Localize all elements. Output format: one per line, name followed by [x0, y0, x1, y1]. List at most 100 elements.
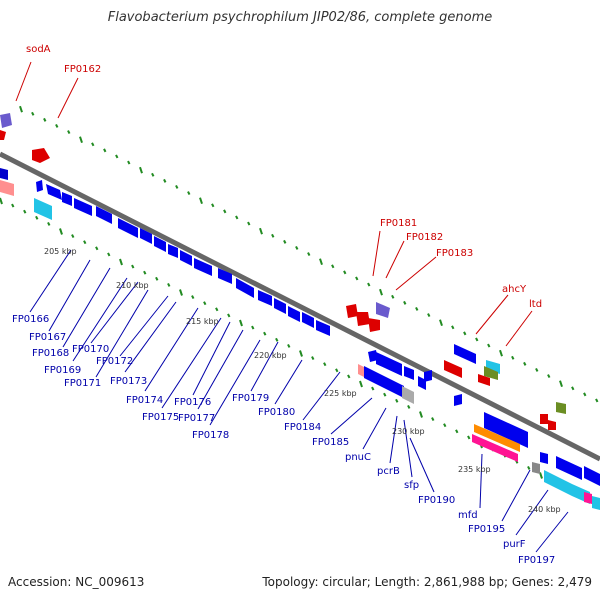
gene-feature[interactable] — [34, 198, 52, 220]
gene-label-pcrB[interactable]: pcrB — [377, 466, 400, 477]
tick-mark — [151, 172, 155, 177]
gene-label-ahcY[interactable]: ahcY — [502, 284, 527, 295]
gene-label-FP0185[interactable]: FP0185 — [312, 437, 349, 448]
gene-feature[interactable] — [274, 298, 286, 314]
tick-mark — [199, 197, 203, 204]
tick-mark — [323, 362, 327, 367]
gene-label-FP0170[interactable]: FP0170 — [72, 344, 109, 355]
gene-feature[interactable] — [424, 370, 432, 382]
tick-mark — [419, 411, 423, 418]
gene-feature[interactable] — [46, 184, 62, 200]
gene-feature[interactable] — [62, 192, 72, 206]
gene-feature[interactable] — [454, 344, 476, 364]
gene-label-FP0179[interactable]: FP0179 — [232, 393, 269, 404]
tick-mark — [371, 386, 375, 391]
gene-feature[interactable] — [402, 386, 414, 404]
gene-feature[interactable] — [556, 402, 566, 414]
gene-feature[interactable] — [302, 312, 314, 328]
gene-feature[interactable] — [346, 304, 358, 318]
tick-mark — [427, 313, 431, 318]
gene-label-FP0181[interactable]: FP0181 — [380, 218, 417, 229]
tick-mark — [119, 258, 123, 266]
gene-feature[interactable] — [532, 462, 540, 474]
tick-mark — [59, 228, 63, 235]
gene-label-FP0171[interactable]: FP0171 — [64, 378, 101, 389]
gene-feature[interactable] — [368, 318, 380, 332]
gene-feature[interactable] — [258, 290, 272, 306]
gene-label-sfp[interactable]: sfp — [404, 480, 419, 491]
tick-mark — [511, 355, 515, 360]
tick-mark — [467, 435, 471, 440]
gene-feature[interactable] — [368, 350, 378, 362]
gene-feature[interactable] — [474, 424, 520, 452]
gene-feature[interactable] — [548, 420, 556, 430]
gene-label-mfd[interactable]: mfd — [458, 510, 478, 521]
gene-label-FP0195[interactable]: FP0195 — [468, 524, 505, 535]
gene-label-FP0167[interactable]: FP0167 — [29, 332, 66, 343]
gene-label-FP0175[interactable]: FP0175 — [142, 412, 179, 423]
gene-label-FP0182[interactable]: FP0182 — [406, 232, 443, 243]
gene-label-FP0162[interactable]: FP0162 — [64, 64, 101, 75]
gene-feature[interactable] — [74, 198, 92, 216]
tick-mark — [251, 325, 255, 330]
gene-feature[interactable] — [32, 148, 50, 163]
gene-feature[interactable] — [168, 244, 178, 258]
gene-label-FP0177[interactable]: FP0177 — [178, 413, 215, 424]
gene-label-FP0176[interactable]: FP0176 — [174, 397, 211, 408]
gene-label-FP0183[interactable]: FP0183 — [436, 248, 473, 259]
gene-feature[interactable] — [540, 452, 548, 464]
gene-label-FP0190[interactable]: FP0190 — [418, 495, 455, 506]
gene-feature[interactable] — [316, 320, 330, 336]
gene-label-FP0166[interactable]: FP0166 — [12, 314, 49, 325]
gene-feature[interactable] — [444, 360, 462, 378]
gene-feature[interactable] — [404, 366, 414, 380]
gene-feature[interactable] — [0, 168, 8, 180]
gene-feature[interactable] — [376, 352, 402, 376]
gene-feature[interactable] — [180, 250, 192, 266]
gene-feature[interactable] — [96, 206, 112, 224]
gene-label-sodA[interactable]: sodA — [26, 44, 51, 55]
gene-feature[interactable] — [484, 366, 498, 380]
gene-label-purF[interactable]: purF — [503, 539, 526, 550]
gene-label-FP0174[interactable]: FP0174 — [126, 395, 163, 406]
gene-label-pnuC[interactable]: pnuC — [345, 452, 371, 463]
gene-feature[interactable] — [356, 312, 370, 326]
gene-label-FP0172[interactable]: FP0172 — [96, 356, 133, 367]
gene-feature[interactable] — [288, 306, 300, 322]
gene-feature[interactable] — [36, 180, 43, 192]
gene-feature[interactable] — [472, 434, 518, 462]
gene-feature[interactable] — [118, 218, 138, 238]
gene-label-FP0168[interactable]: FP0168 — [32, 348, 69, 359]
gene-feature[interactable] — [218, 268, 232, 284]
gene-feature[interactable] — [0, 180, 14, 196]
gene-feature[interactable] — [540, 414, 548, 424]
gene-label-FP0169[interactable]: FP0169 — [44, 365, 81, 376]
gene-feature[interactable] — [0, 130, 6, 140]
gene-label-FP0173[interactable]: FP0173 — [110, 376, 147, 387]
gene-label-FP0178[interactable]: FP0178 — [192, 430, 229, 441]
gene-feature[interactable] — [140, 228, 152, 244]
gene-label-FP0184[interactable]: FP0184 — [284, 422, 321, 433]
gene-feature[interactable] — [556, 456, 582, 480]
gene-label-FP0197[interactable]: FP0197 — [518, 555, 555, 566]
gene-feature[interactable] — [478, 374, 490, 386]
gene-feature[interactable] — [544, 470, 572, 496]
gene-feature[interactable] — [236, 278, 254, 298]
tick-mark — [91, 142, 95, 147]
gene-label-FP0180[interactable]: FP0180 — [258, 407, 295, 418]
tick-mark — [43, 117, 47, 122]
gene-feature[interactable] — [584, 466, 600, 486]
gene-feature[interactable] — [364, 366, 404, 398]
gene-feature[interactable] — [592, 496, 600, 510]
gene-feature[interactable] — [0, 113, 12, 128]
tick-mark — [403, 300, 407, 305]
tick-mark — [227, 313, 231, 318]
gene-feature[interactable] — [484, 412, 528, 448]
gene-feature[interactable] — [584, 492, 592, 504]
tick-mark — [79, 136, 83, 143]
gene-feature[interactable] — [376, 302, 390, 318]
gene-feature[interactable] — [194, 258, 212, 276]
gene-feature[interactable] — [154, 236, 166, 252]
gene-label-ltd[interactable]: ltd — [529, 299, 542, 310]
gene-feature[interactable] — [454, 394, 462, 406]
